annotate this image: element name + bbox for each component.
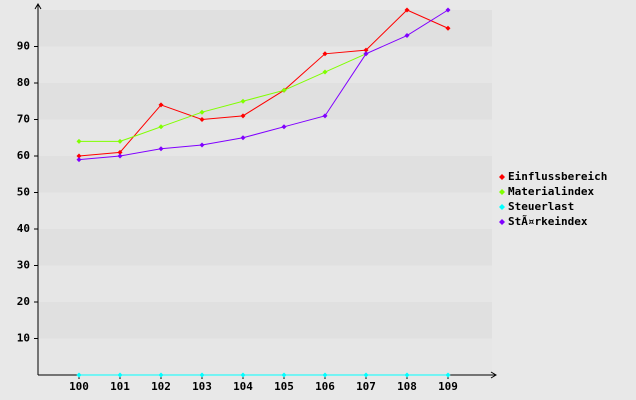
series-line <box>78 9 449 157</box>
plot-band <box>38 83 492 120</box>
plot-band <box>38 229 492 266</box>
data-point <box>199 142 205 148</box>
data-point <box>240 113 246 119</box>
data-point <box>240 98 246 104</box>
legend-marker <box>499 219 505 225</box>
data-point <box>404 7 410 13</box>
data-point <box>117 138 123 144</box>
legend-marker <box>499 174 505 180</box>
plot-band <box>38 192 492 229</box>
data-point <box>76 153 82 159</box>
data-point <box>322 69 328 75</box>
plot-band <box>38 119 492 156</box>
data-point <box>158 102 164 108</box>
x-tick-label: 109 <box>438 380 458 393</box>
y-tick-label: 90 <box>17 40 30 53</box>
data-point <box>281 87 287 93</box>
data-point <box>158 146 164 152</box>
y-tick-label: 30 <box>17 259 30 272</box>
plot-band <box>38 10 492 47</box>
data-point <box>445 7 451 13</box>
data-point <box>322 113 328 119</box>
series-line <box>79 53 367 142</box>
data-point <box>199 109 205 115</box>
x-tick-label: 106 <box>315 380 335 393</box>
data-point <box>363 47 369 53</box>
plot-band <box>38 338 492 375</box>
data-point <box>363 51 369 57</box>
x-tick-label: 100 <box>69 380 89 393</box>
data-point <box>281 372 287 378</box>
legend-marker <box>499 189 505 195</box>
x-tick-label: 108 <box>397 380 417 393</box>
data-point <box>322 372 328 378</box>
x-tick-label: 101 <box>110 380 130 393</box>
data-point <box>199 372 205 378</box>
data-point <box>117 149 123 155</box>
y-tick-label: 10 <box>17 332 30 345</box>
x-axis-arrow <box>490 371 497 379</box>
data-point <box>199 117 205 122</box>
data-point <box>76 157 82 163</box>
plot-band <box>38 302 492 339</box>
x-tick-label: 107 <box>356 380 376 393</box>
data-point <box>281 124 287 130</box>
y-tick-label: 60 <box>17 149 30 162</box>
data-point <box>158 124 164 130</box>
legend-marker <box>499 204 505 210</box>
data-point <box>117 372 123 378</box>
x-tick-label: 104 <box>233 380 253 393</box>
series-line <box>78 9 449 161</box>
y-tick-label: 80 <box>17 76 30 89</box>
y-tick-label: 70 <box>17 113 30 126</box>
data-point <box>240 372 246 378</box>
x-tick-label: 105 <box>274 380 294 393</box>
y-axis-arrow <box>34 3 42 10</box>
data-point <box>240 135 246 141</box>
y-tick-label: 50 <box>17 186 30 199</box>
data-point <box>445 25 451 31</box>
y-tick-label: 20 <box>17 295 30 308</box>
data-point <box>76 372 82 378</box>
data-point <box>404 372 410 378</box>
y-tick-label: 40 <box>17 222 30 235</box>
data-point <box>363 372 369 378</box>
data-point <box>322 51 328 57</box>
plot-band <box>38 265 492 302</box>
plot-band <box>38 156 492 193</box>
x-tick-label: 103 <box>192 380 212 393</box>
legend-label: Einflussbereich <box>508 170 607 183</box>
data-point <box>158 372 164 378</box>
data-point <box>76 138 82 144</box>
legend-label: StÃ¤rkeindex <box>508 215 588 228</box>
plot-band <box>38 46 492 83</box>
data-point <box>404 33 410 39</box>
data-point <box>445 372 451 378</box>
x-tick-label: 102 <box>151 380 171 393</box>
legend-label: Materialindex <box>508 185 594 198</box>
data-point <box>117 153 123 159</box>
legend-label: Steuerlast <box>508 200 574 213</box>
